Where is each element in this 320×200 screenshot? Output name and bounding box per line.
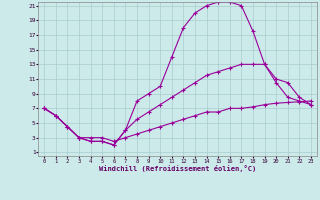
X-axis label: Windchill (Refroidissement éolien,°C): Windchill (Refroidissement éolien,°C) <box>99 165 256 172</box>
